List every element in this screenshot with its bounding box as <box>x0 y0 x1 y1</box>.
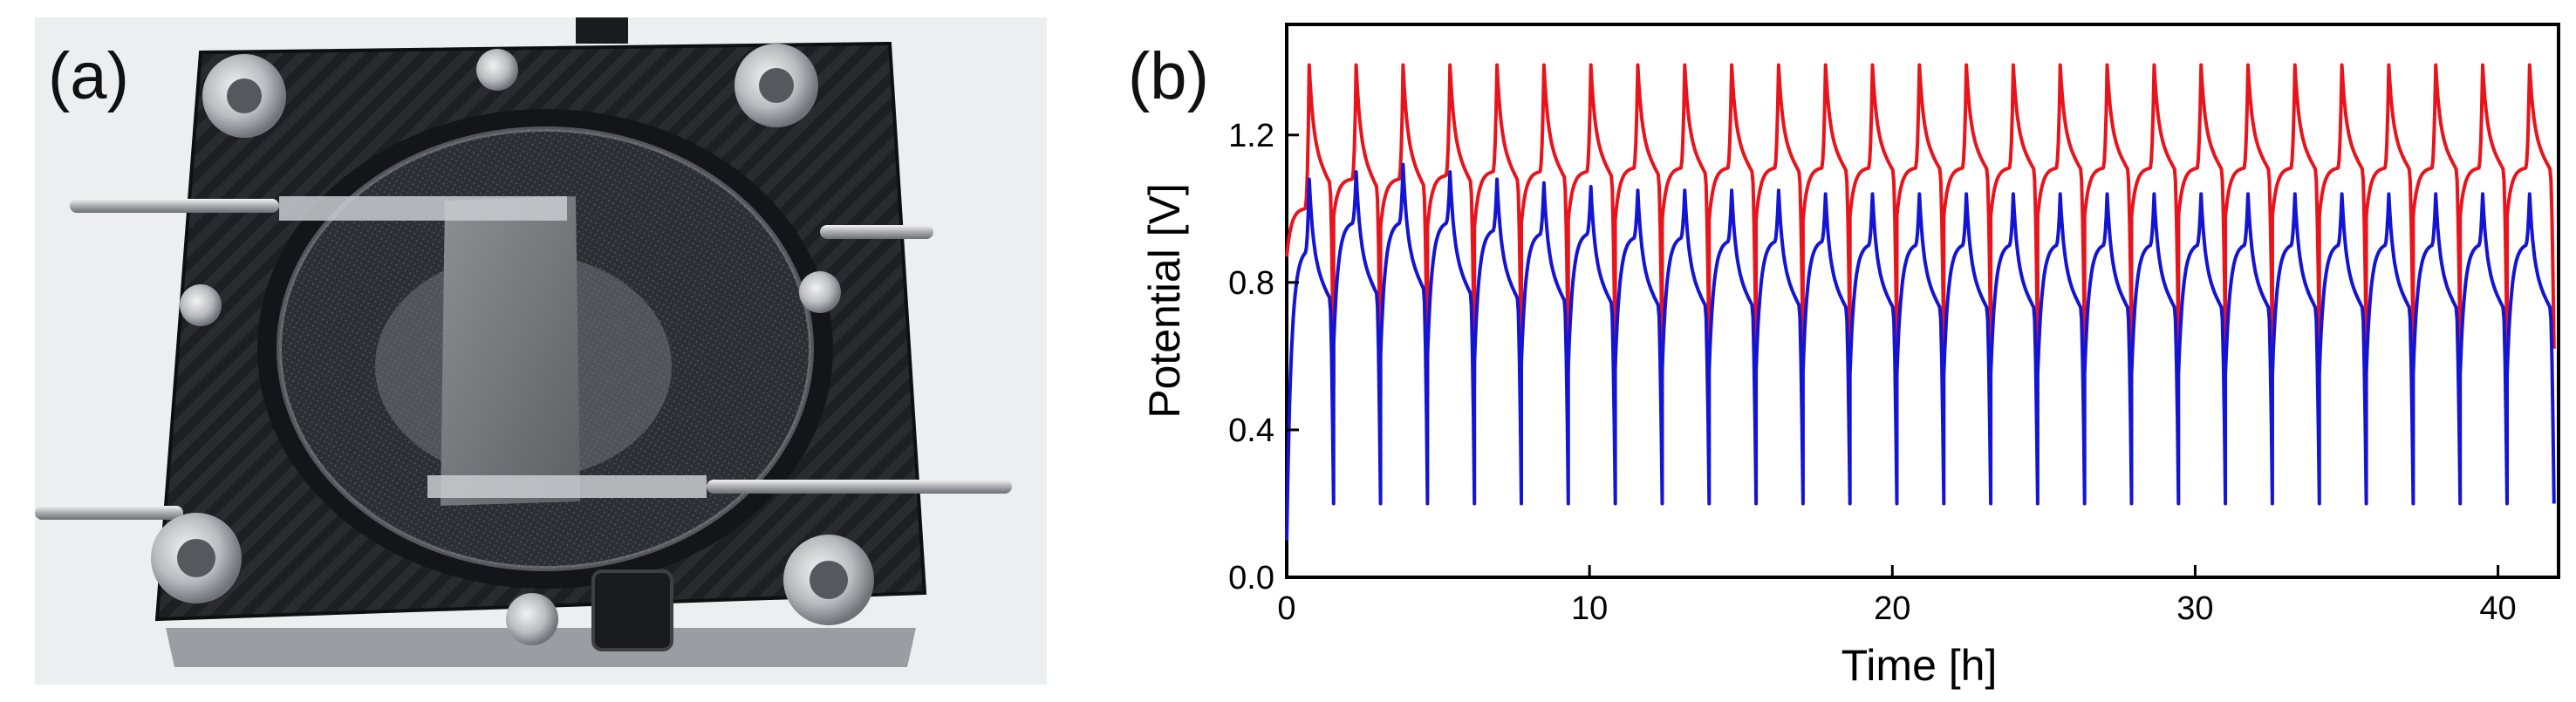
panel-a-label: (a) <box>48 39 129 113</box>
y-tick-label: 0.0 <box>1228 560 1274 596</box>
x-tick-label: 40 <box>2479 590 2516 627</box>
series-layer <box>1285 63 2556 541</box>
tick-layer: 0 10 20 30 40 0.0 0.4 0.8 1.2 <box>1228 118 2517 627</box>
x-tick-label: 0 <box>1277 590 1295 627</box>
cell-photo <box>35 17 1047 685</box>
x-tick-label: 30 <box>2176 590 2213 627</box>
x-tick-label: 20 <box>1874 590 1910 627</box>
y-tick-label: 0.4 <box>1228 412 1274 449</box>
series-line-red <box>1285 63 2556 399</box>
panel-b-label: (b) <box>1128 39 1209 113</box>
x-tick-label: 10 <box>1571 590 1608 627</box>
y-tick-label: 1.2 <box>1228 118 1274 154</box>
series-line-blue <box>1285 162 2556 541</box>
x-axis-label: Time [h] <box>1841 641 1998 690</box>
cell-photo-drawing <box>35 17 1047 685</box>
y-axis-label: Potential [V] <box>1140 183 1189 419</box>
potential-chart: 0 10 20 30 40 0.0 0.4 0.8 1.2 Time [h] Potential… <box>1140 23 2560 690</box>
y-tick-label: 0.8 <box>1228 265 1274 302</box>
